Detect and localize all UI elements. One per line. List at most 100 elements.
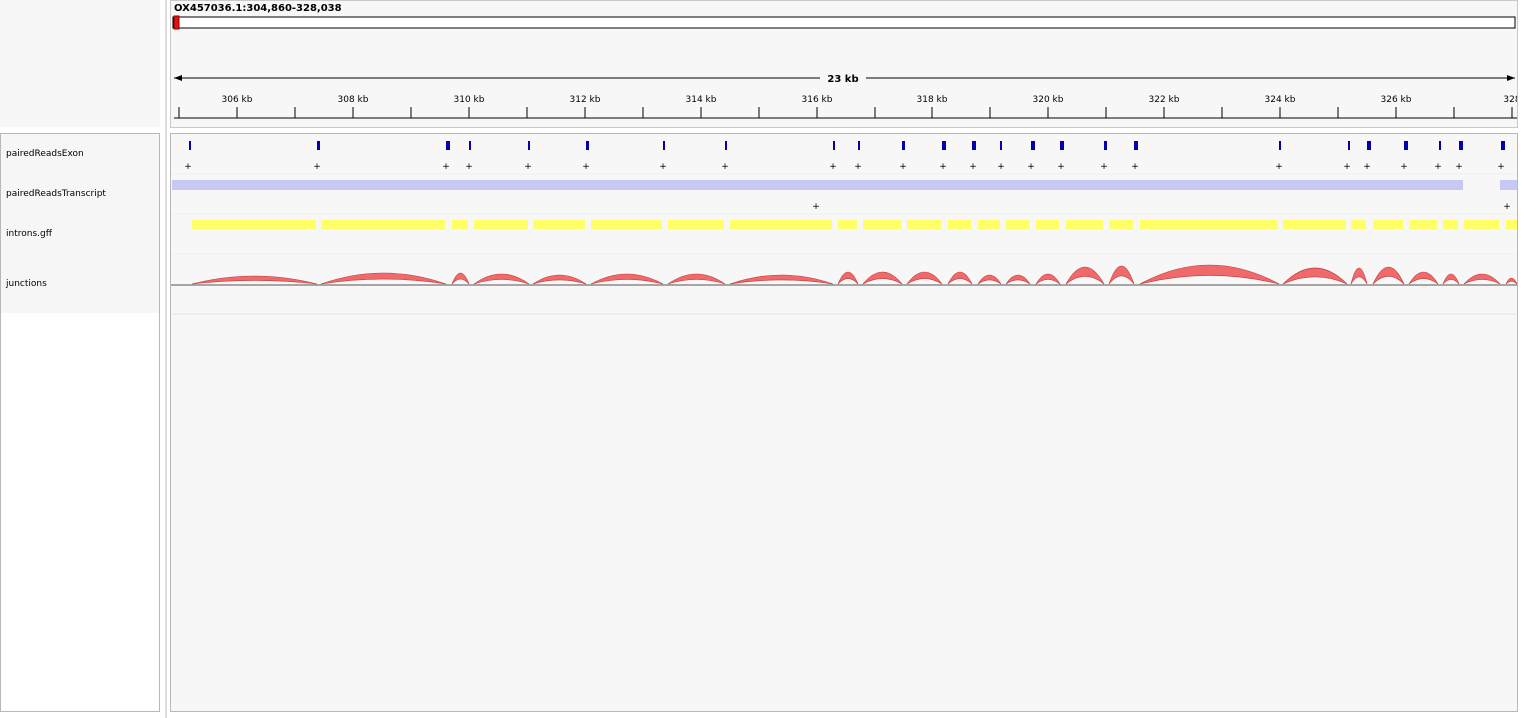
exon-block [1404,141,1408,150]
ruler-tick-label: 310 kb [454,95,485,105]
ruler-tick-label: 326 kb [1381,95,1412,105]
junction-arc [1505,277,1517,285]
intron-feature [1506,220,1517,229]
track-name-exon[interactable]: pairedReadsExon [6,149,84,159]
intron-feature [730,220,832,229]
exon-block [972,141,976,150]
strand-plus-marker: + [442,162,450,172]
track-name-band [1,134,159,313]
junction-arc [729,274,834,285]
junction-arc [1005,274,1031,285]
ruler-tick-label: 324 kb [1265,95,1296,105]
ruler-tick-label: 318 kb [917,95,948,105]
transcript-bar [172,180,1463,190]
exon-block [317,141,320,150]
intron-feature [1140,220,1278,229]
ruler-tick-label: 320 kb [1033,95,1064,105]
junction-arc [191,275,318,285]
strand-plus-marker: + [854,162,862,172]
intron-feature [591,220,662,229]
ruler-tick-label: 306 kb [222,95,253,105]
ruler-tick-label: 328 [1503,95,1517,105]
intron-track [192,220,1517,229]
junction-arc [667,273,726,285]
exon-block [189,141,191,150]
track-name-junctions[interactable]: junctions [6,279,47,289]
span-arrow-right [1507,75,1515,81]
junction-track [171,264,1517,286]
junction-arc [1372,266,1405,285]
junction-arc [837,271,859,285]
strand-plus-marker: + [812,202,820,212]
locus-label: OX457036.1:304,860-328,038 [174,3,342,14]
exon-block [1348,141,1350,150]
span-label: 23 kb [827,74,858,85]
junction-arc [977,274,1002,285]
track-data-panel[interactable]: + + + + + + + + + + + + + + + + + + + + + + + + + + + [170,133,1518,712]
strand-plus-marker: + [969,162,977,172]
intron-feature [1464,220,1499,229]
intron-feature [1443,220,1458,229]
exon-block [1031,141,1035,150]
chromosome-ideogram [172,16,1516,29]
strand-plus-marker: + [465,162,473,172]
intron-feature [1006,220,1029,229]
intron-feature [838,220,857,229]
transcript-track: + + [172,180,1517,212]
intron-feature [668,220,724,229]
track-name-transcript[interactable]: pairedReadsTranscript [6,189,106,199]
strand-plus-marker: + [1057,162,1065,172]
junction-arc [862,271,903,285]
ruler-ticks: 306 kb 308 kb 310 kb 312 kb 314 kb 316 kb 318 … [178,95,1517,118]
junction-arc [1463,273,1501,285]
exon-block [902,141,905,150]
strand-plus-marker: + [1434,162,1442,172]
intron-feature [907,220,941,229]
transcript-bar [1500,180,1517,190]
strand-plus-marker: + [1503,202,1511,212]
junction-arc [947,271,973,285]
exon-block [1439,141,1441,150]
exon-block [663,141,665,150]
track-name-introns[interactable]: introns.gff [6,229,52,239]
junction-arc [906,271,943,285]
intron-feature [978,220,1000,229]
strand-plus-marker: + [829,162,837,172]
intron-feature [321,220,445,229]
ruler-tick-label: 322 kb [1149,95,1180,105]
exon-block [1000,141,1002,150]
strand-plus-marker: + [582,162,590,172]
ruler-tick-label: 316 kb [802,95,833,105]
exon-block [1459,141,1463,150]
strand-plus-marker: + [1275,162,1283,172]
intron-feature [863,220,901,229]
junction-arc [1442,273,1460,285]
junction-arc [1035,273,1061,285]
junction-arc [320,272,447,285]
ruler-tick-label: 312 kb [570,95,601,105]
exon-block [1367,141,1371,150]
intron-feature [452,220,468,229]
strand-plus-marker: + [939,162,947,172]
strand-plus-marker: + [997,162,1005,172]
junction-arc [1065,266,1105,285]
strand-plus-marker: + [524,162,532,172]
strand-plus-marker: + [184,162,192,172]
junction-arc [532,274,587,285]
intron-feature [1409,220,1437,229]
ruler-svg[interactable]: 23 kb 306 kb 308 kb 310 kb 312 kb 314 kb 316 … [171,1,1517,127]
junction-arc [1408,271,1439,285]
intron-feature [1373,220,1403,229]
track-data-svg[interactable]: + + + + + + + + + + + + + + + + + + + + + + + + + + + [171,134,1517,711]
exon-block [446,141,450,150]
strand-plus-marker: + [313,162,321,172]
panel-divider[interactable] [165,0,167,718]
intron-feature [192,220,316,229]
exon-block [1501,141,1505,150]
strand-plus-marker: + [899,162,907,172]
track-name-panel: pairedReadsExon pairedReadsTranscript in… [0,133,160,712]
exon-block [528,141,530,150]
exon-block [942,141,946,150]
exon-block [1060,141,1064,150]
strand-plus-marker: + [1343,162,1351,172]
